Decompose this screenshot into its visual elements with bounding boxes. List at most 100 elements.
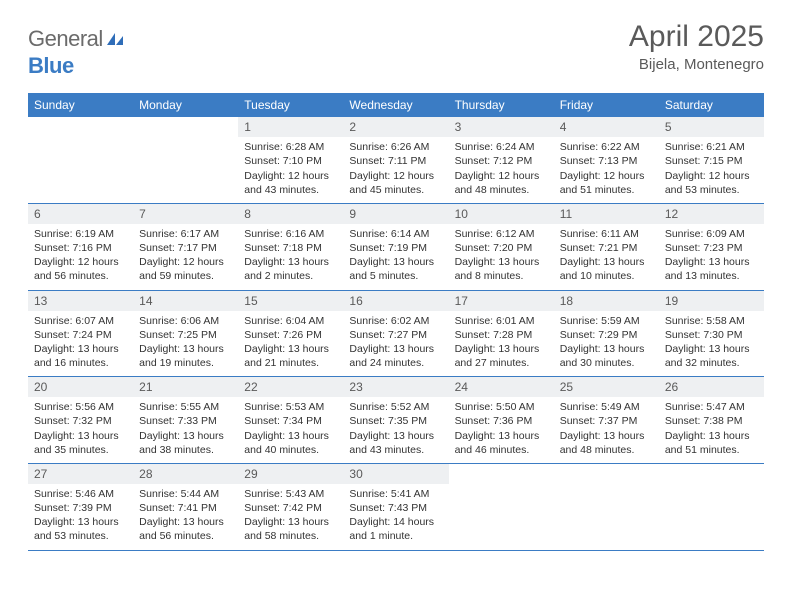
- location-label: Bijela, Montenegro: [629, 56, 764, 73]
- day-body: Sunrise: 5:55 AMSunset: 7:33 PMDaylight:…: [133, 397, 238, 463]
- day-number: 8: [238, 204, 343, 224]
- title-block: April 2025 Bijela, Montenegro: [629, 20, 764, 73]
- day-cell: 6Sunrise: 6:19 AMSunset: 7:16 PMDaylight…: [28, 203, 133, 290]
- day-body: Sunrise: 6:26 AMSunset: 7:11 PMDaylight:…: [343, 137, 448, 203]
- day-body: Sunrise: 5:47 AMSunset: 7:38 PMDaylight:…: [659, 397, 764, 463]
- week-row: 6Sunrise: 6:19 AMSunset: 7:16 PMDaylight…: [28, 203, 764, 290]
- day-cell: 5Sunrise: 6:21 AMSunset: 7:15 PMDaylight…: [659, 117, 764, 203]
- day-body: Sunrise: 6:16 AMSunset: 7:18 PMDaylight:…: [238, 224, 343, 290]
- day-body: Sunrise: 5:49 AMSunset: 7:37 PMDaylight:…: [554, 397, 659, 463]
- logo-sail-icon: [105, 27, 125, 53]
- day-header: Sunday: [28, 93, 133, 117]
- day-header: Friday: [554, 93, 659, 117]
- day-body: Sunrise: 6:07 AMSunset: 7:24 PMDaylight:…: [28, 311, 133, 377]
- day-number: 18: [554, 291, 659, 311]
- day-body: Sunrise: 5:52 AMSunset: 7:35 PMDaylight:…: [343, 397, 448, 463]
- week-row: 1Sunrise: 6:28 AMSunset: 7:10 PMDaylight…: [28, 117, 764, 203]
- day-body: Sunrise: 5:58 AMSunset: 7:30 PMDaylight:…: [659, 311, 764, 377]
- day-cell: 16Sunrise: 6:02 AMSunset: 7:27 PMDayligh…: [343, 290, 448, 377]
- week-row: 27Sunrise: 5:46 AMSunset: 7:39 PMDayligh…: [28, 463, 764, 550]
- logo-text: GeneralBlue: [28, 26, 125, 79]
- day-number: 2: [343, 117, 448, 137]
- day-cell: 8Sunrise: 6:16 AMSunset: 7:18 PMDaylight…: [238, 203, 343, 290]
- day-cell: [28, 117, 133, 203]
- day-body: Sunrise: 5:59 AMSunset: 7:29 PMDaylight:…: [554, 311, 659, 377]
- day-number: 5: [659, 117, 764, 137]
- logo-gray: General: [28, 26, 103, 51]
- day-body: Sunrise: 5:56 AMSunset: 7:32 PMDaylight:…: [28, 397, 133, 463]
- day-number: 11: [554, 204, 659, 224]
- day-cell: 11Sunrise: 6:11 AMSunset: 7:21 PMDayligh…: [554, 203, 659, 290]
- day-body: Sunrise: 5:50 AMSunset: 7:36 PMDaylight:…: [449, 397, 554, 463]
- day-cell: [659, 463, 764, 550]
- day-cell: 29Sunrise: 5:43 AMSunset: 7:42 PMDayligh…: [238, 463, 343, 550]
- day-cell: 4Sunrise: 6:22 AMSunset: 7:13 PMDaylight…: [554, 117, 659, 203]
- day-number: 22: [238, 377, 343, 397]
- day-number: 9: [343, 204, 448, 224]
- day-body: Sunrise: 6:14 AMSunset: 7:19 PMDaylight:…: [343, 224, 448, 290]
- day-number: 10: [449, 204, 554, 224]
- day-cell: 1Sunrise: 6:28 AMSunset: 7:10 PMDaylight…: [238, 117, 343, 203]
- day-body: Sunrise: 6:09 AMSunset: 7:23 PMDaylight:…: [659, 224, 764, 290]
- day-number: 24: [449, 377, 554, 397]
- day-number: 3: [449, 117, 554, 137]
- day-body: Sunrise: 5:41 AMSunset: 7:43 PMDaylight:…: [343, 484, 448, 550]
- day-body: Sunrise: 6:02 AMSunset: 7:27 PMDaylight:…: [343, 311, 448, 377]
- day-number: 16: [343, 291, 448, 311]
- day-cell: 20Sunrise: 5:56 AMSunset: 7:32 PMDayligh…: [28, 377, 133, 464]
- day-cell: 9Sunrise: 6:14 AMSunset: 7:19 PMDaylight…: [343, 203, 448, 290]
- day-body: Sunrise: 6:22 AMSunset: 7:13 PMDaylight:…: [554, 137, 659, 203]
- day-cell: 25Sunrise: 5:49 AMSunset: 7:37 PMDayligh…: [554, 377, 659, 464]
- day-number: 20: [28, 377, 133, 397]
- day-number: 25: [554, 377, 659, 397]
- day-cell: 17Sunrise: 6:01 AMSunset: 7:28 PMDayligh…: [449, 290, 554, 377]
- day-header: Tuesday: [238, 93, 343, 117]
- day-cell: 27Sunrise: 5:46 AMSunset: 7:39 PMDayligh…: [28, 463, 133, 550]
- day-cell: 14Sunrise: 6:06 AMSunset: 7:25 PMDayligh…: [133, 290, 238, 377]
- day-number: 13: [28, 291, 133, 311]
- day-cell: 12Sunrise: 6:09 AMSunset: 7:23 PMDayligh…: [659, 203, 764, 290]
- day-number: 21: [133, 377, 238, 397]
- day-cell: 30Sunrise: 5:41 AMSunset: 7:43 PMDayligh…: [343, 463, 448, 550]
- day-number: 1: [238, 117, 343, 137]
- day-header: Thursday: [449, 93, 554, 117]
- day-cell: 28Sunrise: 5:44 AMSunset: 7:41 PMDayligh…: [133, 463, 238, 550]
- day-cell: 7Sunrise: 6:17 AMSunset: 7:17 PMDaylight…: [133, 203, 238, 290]
- day-cell: 13Sunrise: 6:07 AMSunset: 7:24 PMDayligh…: [28, 290, 133, 377]
- day-number: 12: [659, 204, 764, 224]
- day-cell: [554, 463, 659, 550]
- day-body: Sunrise: 5:43 AMSunset: 7:42 PMDaylight:…: [238, 484, 343, 550]
- day-cell: 23Sunrise: 5:52 AMSunset: 7:35 PMDayligh…: [343, 377, 448, 464]
- day-cell: 10Sunrise: 6:12 AMSunset: 7:20 PMDayligh…: [449, 203, 554, 290]
- day-cell: 18Sunrise: 5:59 AMSunset: 7:29 PMDayligh…: [554, 290, 659, 377]
- day-body: Sunrise: 6:04 AMSunset: 7:26 PMDaylight:…: [238, 311, 343, 377]
- day-number: 28: [133, 464, 238, 484]
- header: GeneralBlue April 2025 Bijela, Montenegr…: [28, 20, 764, 79]
- day-body: Sunrise: 6:21 AMSunset: 7:15 PMDaylight:…: [659, 137, 764, 203]
- day-body: Sunrise: 6:24 AMSunset: 7:12 PMDaylight:…: [449, 137, 554, 203]
- day-body: Sunrise: 5:44 AMSunset: 7:41 PMDaylight:…: [133, 484, 238, 550]
- day-cell: 19Sunrise: 5:58 AMSunset: 7:30 PMDayligh…: [659, 290, 764, 377]
- day-number: 19: [659, 291, 764, 311]
- day-cell: 3Sunrise: 6:24 AMSunset: 7:12 PMDaylight…: [449, 117, 554, 203]
- day-header: Wednesday: [343, 93, 448, 117]
- week-row: 13Sunrise: 6:07 AMSunset: 7:24 PMDayligh…: [28, 290, 764, 377]
- day-body: Sunrise: 6:06 AMSunset: 7:25 PMDaylight:…: [133, 311, 238, 377]
- day-body: Sunrise: 6:28 AMSunset: 7:10 PMDaylight:…: [238, 137, 343, 203]
- day-number: 14: [133, 291, 238, 311]
- day-cell: [449, 463, 554, 550]
- calendar-table: SundayMondayTuesdayWednesdayThursdayFrid…: [28, 93, 764, 550]
- day-cell: 26Sunrise: 5:47 AMSunset: 7:38 PMDayligh…: [659, 377, 764, 464]
- day-cell: 21Sunrise: 5:55 AMSunset: 7:33 PMDayligh…: [133, 377, 238, 464]
- day-body: Sunrise: 6:11 AMSunset: 7:21 PMDaylight:…: [554, 224, 659, 290]
- day-cell: [133, 117, 238, 203]
- day-header: Saturday: [659, 93, 764, 117]
- page-title: April 2025: [629, 20, 764, 54]
- day-body: Sunrise: 6:17 AMSunset: 7:17 PMDaylight:…: [133, 224, 238, 290]
- day-cell: 2Sunrise: 6:26 AMSunset: 7:11 PMDaylight…: [343, 117, 448, 203]
- day-cell: 22Sunrise: 5:53 AMSunset: 7:34 PMDayligh…: [238, 377, 343, 464]
- day-number: 27: [28, 464, 133, 484]
- day-number: 17: [449, 291, 554, 311]
- day-number: 15: [238, 291, 343, 311]
- day-body: Sunrise: 6:01 AMSunset: 7:28 PMDaylight:…: [449, 311, 554, 377]
